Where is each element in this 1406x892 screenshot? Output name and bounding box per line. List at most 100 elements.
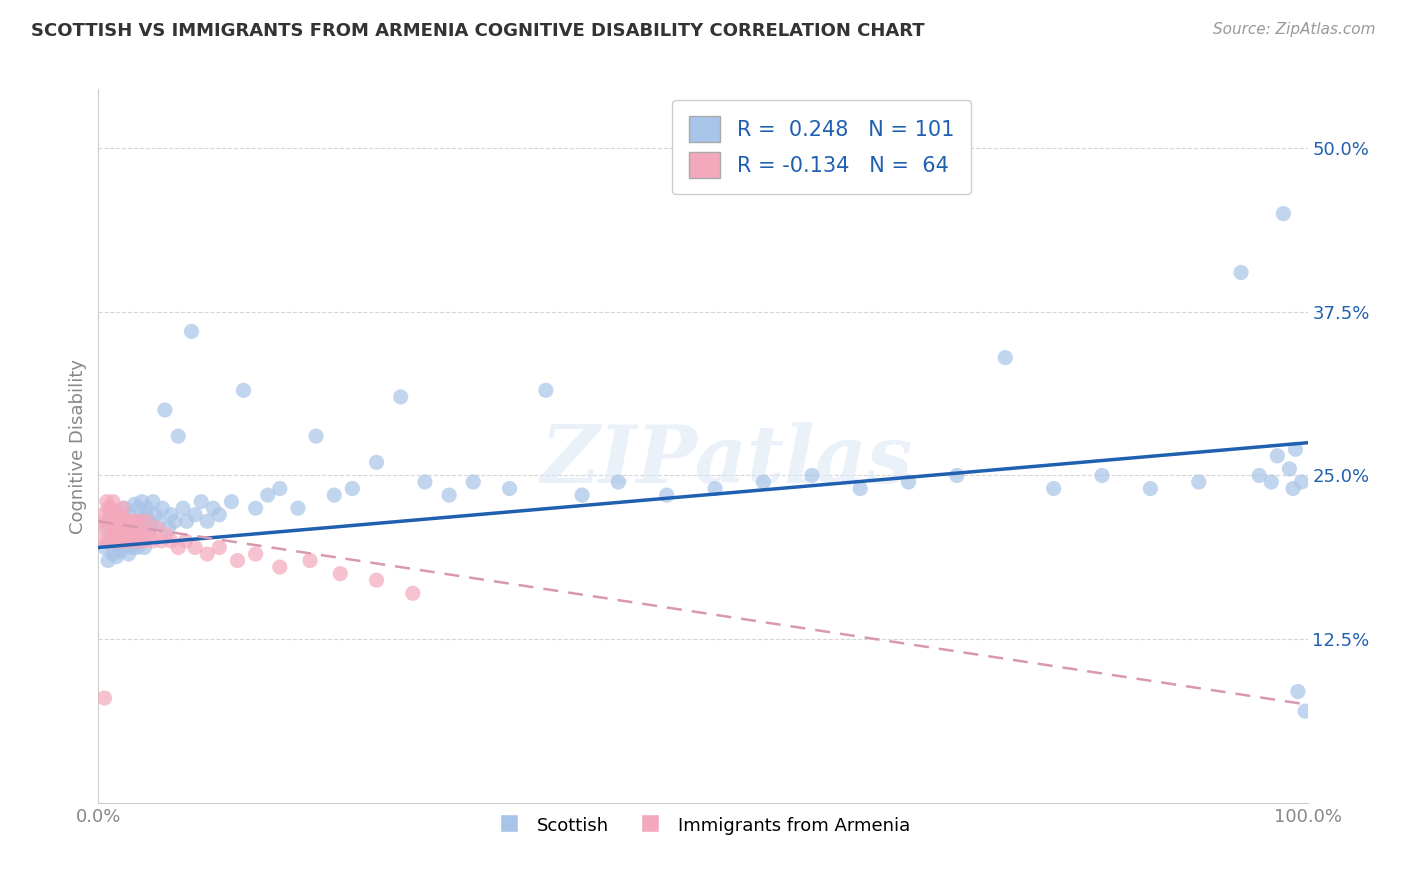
- Point: [1284, 442, 1306, 457]
- Point: [107, 527, 129, 541]
- Point: [128, 514, 150, 528]
- Point: [1249, 468, 1271, 483]
- Text: ZIPatlas: ZIPatlas: [541, 422, 914, 499]
- Point: [1260, 475, 1282, 489]
- Point: [152, 501, 174, 516]
- Point: [96, 494, 118, 508]
- Point: [704, 482, 727, 496]
- Point: [1042, 482, 1064, 496]
- Point: [167, 429, 190, 443]
- Point: [103, 521, 125, 535]
- Point: [129, 533, 152, 548]
- Point: [127, 541, 149, 555]
- Point: [111, 514, 134, 528]
- Point: [226, 553, 249, 567]
- Point: [110, 527, 132, 541]
- Point: [100, 501, 122, 516]
- Point: [1286, 684, 1309, 698]
- Point: [139, 521, 162, 535]
- Point: [93, 691, 115, 706]
- Point: [131, 494, 153, 508]
- Point: [389, 390, 412, 404]
- Point: [103, 533, 125, 548]
- Point: [93, 541, 115, 555]
- Point: [155, 527, 177, 541]
- Point: [115, 536, 138, 550]
- Point: [97, 553, 120, 567]
- Point: [323, 488, 346, 502]
- Point: [1091, 468, 1114, 483]
- Point: [245, 547, 267, 561]
- Point: [142, 533, 165, 548]
- Point: [1291, 475, 1313, 489]
- Point: [342, 482, 364, 496]
- Point: [1188, 475, 1211, 489]
- Point: [208, 541, 231, 555]
- Point: [101, 547, 124, 561]
- Point: [498, 482, 520, 496]
- Point: [94, 514, 117, 528]
- Point: [104, 508, 127, 522]
- Point: [299, 553, 322, 567]
- Point: [153, 403, 176, 417]
- Point: [897, 475, 920, 489]
- Point: [122, 514, 145, 528]
- Point: [180, 325, 202, 339]
- Point: [118, 521, 141, 535]
- Point: [413, 475, 436, 489]
- Point: [994, 351, 1017, 365]
- Point: [114, 527, 136, 541]
- Text: Source: ZipAtlas.com: Source: ZipAtlas.com: [1212, 22, 1375, 37]
- Point: [120, 514, 142, 528]
- Point: [120, 527, 142, 541]
- Point: [1230, 266, 1253, 280]
- Point: [125, 527, 148, 541]
- Point: [107, 508, 129, 522]
- Point: [160, 508, 183, 522]
- Point: [97, 533, 120, 548]
- Point: [111, 501, 134, 516]
- Point: [100, 533, 122, 548]
- Point: [142, 494, 165, 508]
- Point: [176, 514, 198, 528]
- Point: [97, 501, 120, 516]
- Point: [1294, 704, 1316, 718]
- Point: [184, 508, 207, 522]
- Point: [128, 514, 150, 528]
- Point: [1272, 206, 1295, 220]
- Point: [118, 508, 141, 522]
- Point: [131, 527, 153, 541]
- Point: [91, 533, 114, 548]
- Point: [105, 505, 128, 519]
- Point: [232, 384, 254, 398]
- Point: [96, 521, 118, 535]
- Point: [607, 475, 630, 489]
- Point: [127, 501, 149, 516]
- Point: [157, 521, 180, 535]
- Point: [108, 510, 131, 524]
- Point: [127, 521, 149, 535]
- Point: [143, 508, 166, 522]
- Point: [108, 533, 131, 548]
- Point: [108, 521, 131, 535]
- Point: [125, 521, 148, 535]
- Point: [172, 501, 194, 516]
- Point: [134, 541, 156, 555]
- Point: [100, 508, 122, 522]
- Point: [1278, 462, 1301, 476]
- Point: [117, 514, 139, 528]
- Point: [269, 482, 291, 496]
- Point: [108, 544, 131, 558]
- Point: [121, 533, 143, 548]
- Point: [145, 521, 167, 535]
- Point: [571, 488, 593, 502]
- Point: [245, 501, 267, 516]
- Point: [121, 541, 143, 555]
- Point: [366, 455, 388, 469]
- Point: [132, 521, 155, 535]
- Text: SCOTTISH VS IMMIGRANTS FROM ARMENIA COGNITIVE DISABILITY CORRELATION CHART: SCOTTISH VS IMMIGRANTS FROM ARMENIA COGN…: [31, 22, 925, 40]
- Point: [112, 521, 135, 535]
- Point: [98, 514, 121, 528]
- Point: [202, 501, 225, 516]
- Point: [184, 541, 207, 555]
